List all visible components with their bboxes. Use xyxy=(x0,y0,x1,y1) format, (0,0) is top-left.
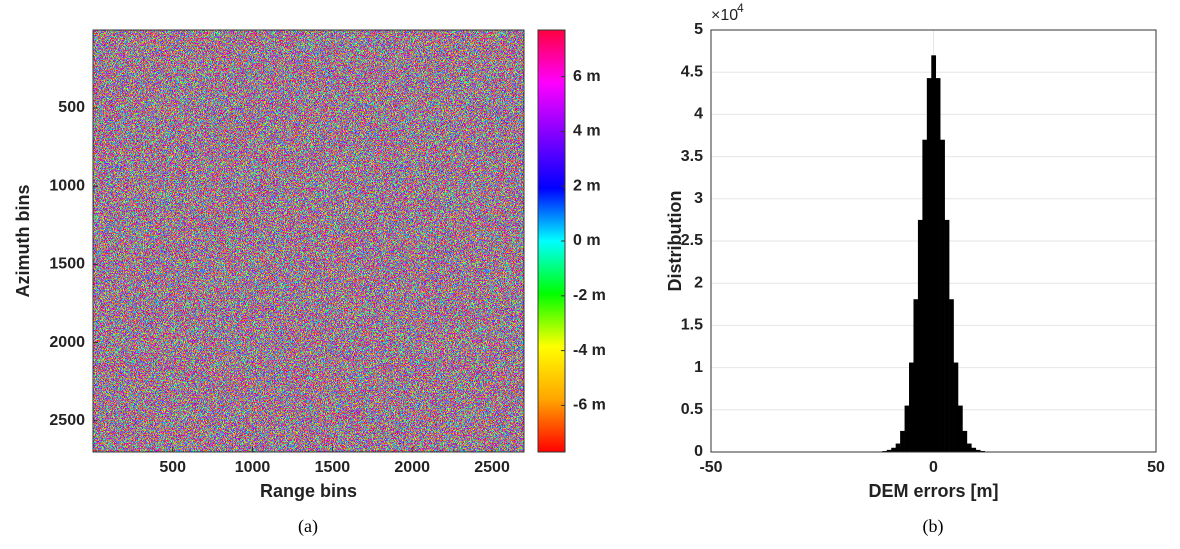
x-axis-label: Range bins xyxy=(260,481,357,501)
bar xyxy=(909,362,914,452)
colorbar-tick-label: 2 m xyxy=(573,177,601,194)
y-tick-label: 1500 xyxy=(49,256,85,273)
y-tick-label: 3.5 xyxy=(681,148,703,165)
y-tick-label: 5 xyxy=(694,21,703,38)
x-axis-label: DEM errors [m] xyxy=(868,481,998,501)
y-tick-label: 1.5 xyxy=(681,317,703,334)
caption: (a) xyxy=(298,516,318,537)
bar xyxy=(917,219,923,452)
bar xyxy=(935,78,941,452)
bar xyxy=(940,139,945,452)
bar xyxy=(980,450,985,452)
x-tick-label: 500 xyxy=(159,459,186,476)
colorbar-tick-label: 6 m xyxy=(573,68,601,85)
bar xyxy=(962,430,968,452)
y-tick-label: 2500 xyxy=(49,412,85,429)
bar xyxy=(882,450,888,452)
bar xyxy=(949,299,954,452)
bar xyxy=(886,449,892,452)
bar xyxy=(953,362,959,452)
bar xyxy=(922,139,928,452)
error-map-texture xyxy=(93,30,524,452)
y-tick-label: 4.5 xyxy=(681,63,703,80)
colorbar-tick-label: -4 m xyxy=(573,342,606,359)
y-exponent-base: ×10 xyxy=(711,7,738,24)
colorbar-tick-label: 0 m xyxy=(573,232,601,249)
colorbar-tick-label: -6 m xyxy=(573,397,606,414)
bar xyxy=(931,55,937,452)
bar xyxy=(971,447,977,452)
y-exponent: 4 xyxy=(737,1,744,15)
colorbar-tick-label: -2 m xyxy=(573,287,606,304)
y-tick-label: 1 xyxy=(694,359,703,376)
bar xyxy=(975,449,981,452)
x-tick-label: 0 xyxy=(929,459,938,476)
bar xyxy=(966,443,972,452)
x-tick-label: -50 xyxy=(699,459,722,476)
y-axis-label: Azimuth bins xyxy=(13,185,33,298)
y-tick-label: 500 xyxy=(58,99,85,116)
bar xyxy=(913,299,919,452)
bar xyxy=(957,405,963,452)
x-tick-label: 2500 xyxy=(474,459,510,476)
y-tick-label: 2000 xyxy=(49,334,85,351)
axes-frame xyxy=(710,29,1157,453)
x-tick-label: 1000 xyxy=(235,459,271,476)
bar xyxy=(895,443,901,452)
y-tick-label: 0 xyxy=(694,443,703,460)
x-tick-label: 50 xyxy=(1147,459,1165,476)
y-tick-label: 2 xyxy=(694,274,703,291)
bar xyxy=(904,405,910,452)
y-tick-label: 2.5 xyxy=(681,232,703,249)
colorbar-tick-label: 4 m xyxy=(573,123,601,140)
bar xyxy=(891,447,896,452)
y-tick-label: 4 xyxy=(694,106,703,123)
x-tick-label: 1500 xyxy=(315,459,351,476)
axes-frame xyxy=(92,29,525,453)
y-tick-label: 3 xyxy=(694,190,703,207)
caption: (b) xyxy=(923,516,944,537)
colorbar xyxy=(537,29,566,453)
y-tick-label: 0.5 xyxy=(681,401,703,418)
bar xyxy=(944,219,950,452)
y-tick-label: 1000 xyxy=(49,177,85,194)
x-tick-label: 2000 xyxy=(394,459,430,476)
bar xyxy=(900,430,905,452)
y-axis-label: Distribution xyxy=(665,191,685,292)
bar xyxy=(926,78,932,452)
